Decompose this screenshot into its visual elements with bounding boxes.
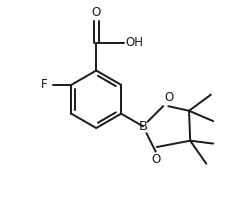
Text: F: F — [40, 78, 47, 91]
Text: OH: OH — [126, 36, 144, 49]
Text: O: O — [165, 92, 174, 104]
Text: O: O — [151, 153, 160, 166]
Text: O: O — [92, 6, 101, 19]
Text: B: B — [138, 120, 147, 133]
